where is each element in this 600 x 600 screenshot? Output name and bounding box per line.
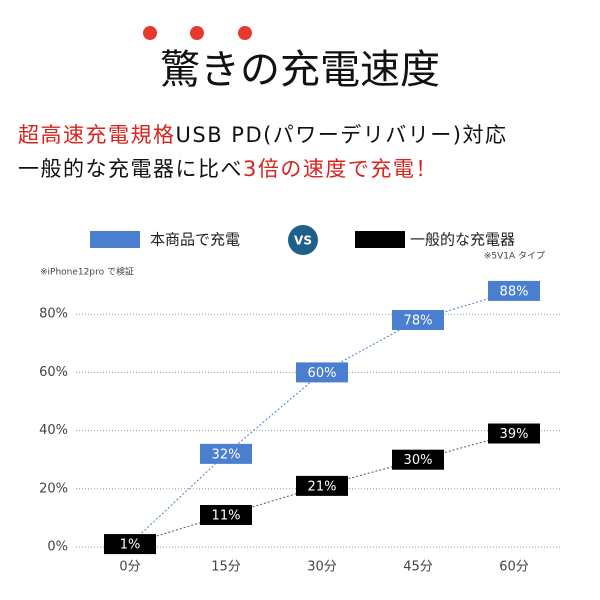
data-box	[296, 362, 348, 383]
legend-swatch	[355, 231, 405, 248]
data-label: 39%	[500, 427, 529, 442]
data-label: 11%	[212, 508, 241, 523]
subtitle-part: 一般的な充電器に比べ	[18, 157, 243, 181]
dot	[238, 26, 252, 40]
data-label: 78%	[404, 314, 433, 329]
dot	[143, 26, 157, 40]
annotation: ※5V1A タイプ	[484, 251, 545, 262]
series-line	[225, 290, 515, 455]
data-box	[104, 534, 156, 555]
data-box	[200, 443, 252, 464]
legend-swatch	[90, 231, 140, 248]
data-box	[488, 423, 540, 444]
data-label: 88%	[500, 284, 529, 299]
annotation: ※iPhone12pro で検証	[40, 266, 134, 278]
data-box	[200, 504, 252, 525]
data-box	[392, 449, 444, 470]
y-tick-label: 80%	[39, 307, 68, 322]
data-box	[488, 280, 540, 301]
x-tick-label: 45分	[403, 560, 433, 575]
data-box	[296, 475, 348, 496]
x-tick-label: 0分	[119, 560, 140, 575]
vs-badge	[288, 225, 318, 255]
subtitle-part: 3倍の速度で充電！	[243, 157, 438, 181]
x-tick-label: 15分	[211, 560, 241, 575]
y-tick-label: 0%	[47, 540, 68, 555]
subtitle: 超高速充電規格USB PD(パワーデリバリー)対応	[18, 123, 508, 147]
vs-text: VS	[294, 234, 312, 248]
x-tick-label: 60分	[499, 560, 529, 575]
data-label: 60%	[308, 366, 337, 381]
connector	[129, 453, 227, 545]
subtitle-part: 超高速充電規格	[18, 123, 176, 147]
y-tick-label: 60%	[39, 365, 68, 380]
legend-label: 一般的な充電器	[410, 231, 515, 249]
subtitle: 一般的な充電器に比べ3倍の速度で充電！	[18, 157, 438, 181]
y-tick-label: 20%	[39, 481, 68, 496]
legend-label: 本商品で充電	[150, 231, 240, 249]
subtitle-part: USB PD(パワーデリバリー)対応	[176, 123, 508, 147]
data-box	[392, 310, 444, 331]
dot	[190, 26, 204, 40]
data-label: 1%	[120, 538, 141, 553]
x-tick-label: 30分	[307, 560, 337, 575]
title: 驚きの充電速度	[160, 47, 440, 93]
data-label: 21%	[308, 479, 337, 494]
data-label: 30%	[404, 453, 433, 468]
y-tick-label: 40%	[39, 423, 68, 438]
data-label: 32%	[212, 447, 241, 462]
